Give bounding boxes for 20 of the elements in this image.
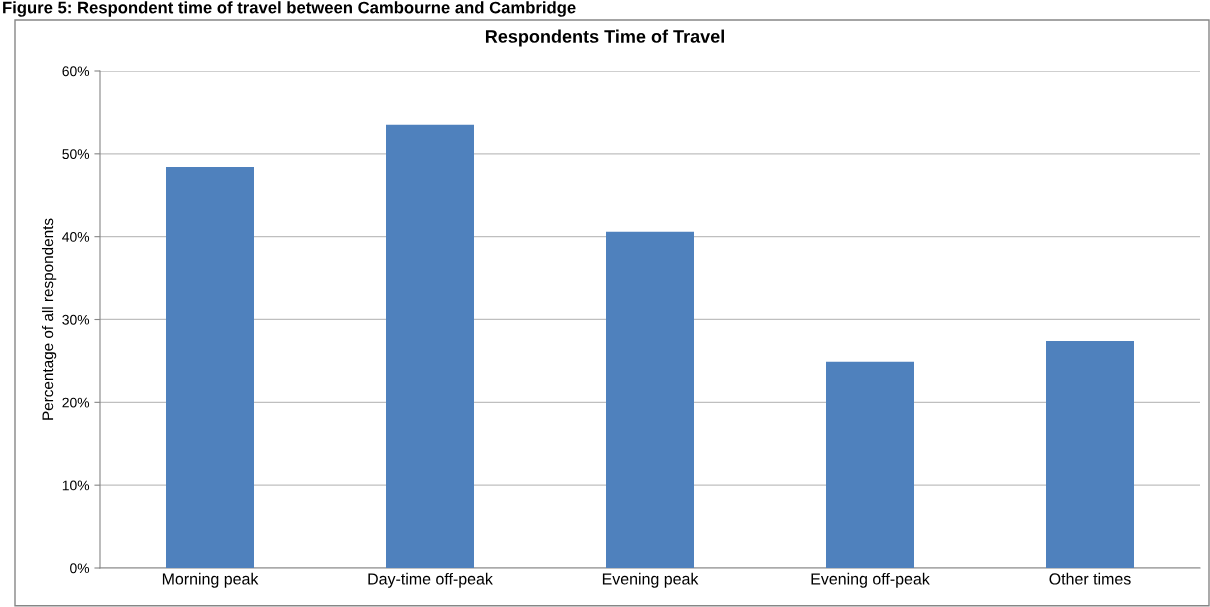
x-tick-label: Day-time off-peak (368, 572, 493, 588)
x-tick-label: Evening peak (602, 572, 699, 588)
y-tick-label: 50% (62, 149, 90, 159)
y-tick-label: 40% (62, 232, 90, 242)
x-tick-label: Morning peak (162, 572, 259, 588)
bar (386, 124, 474, 568)
y-tick-label: 20% (62, 397, 90, 408)
x-tick-label: Other times (1049, 572, 1131, 585)
bar (166, 167, 254, 568)
y-tick-label: 30% (62, 314, 90, 325)
y-tick-label: 10% (62, 480, 90, 491)
bar (1046, 341, 1134, 568)
chart-title: Respondents Time of Travel (485, 29, 724, 47)
y-tick-label: 0% (70, 563, 90, 574)
bar (606, 231, 694, 568)
x-tick-label: Evening off-peak (811, 572, 930, 588)
y-tick-label: 60% (62, 66, 90, 77)
bar (826, 361, 914, 568)
y-axis-title: Percentage of all respondents (41, 218, 57, 420)
caption: Figure 5: Respondent time of travel between Cambourne and Cambridge (3, 1, 576, 17)
